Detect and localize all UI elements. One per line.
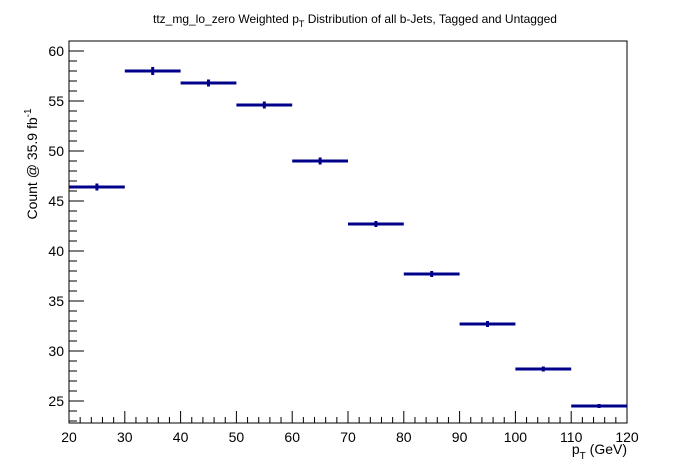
x-tick-label: 100: [504, 429, 528, 445]
y-tick-label: 45: [48, 193, 64, 209]
x-tick-label: 30: [117, 429, 133, 445]
data-point: [515, 366, 572, 372]
x-tick-label: 120: [615, 429, 639, 445]
y-tick-label: 35: [48, 293, 64, 309]
data-series: [69, 67, 627, 408]
data-point: [180, 79, 237, 87]
x-tick-label: 70: [340, 429, 356, 445]
y-tick-label: 40: [48, 243, 64, 259]
x-tick-label: 80: [396, 429, 412, 445]
data-point: [236, 101, 293, 109]
x-tick-label: 60: [284, 429, 300, 445]
y-axis: 25 30 35 40 45 50 55 60: [48, 40, 84, 422]
x-tick-label: 40: [173, 429, 189, 445]
x-axis-label: pT (GeV): [572, 441, 627, 462]
y-tick-label: 30: [48, 343, 64, 359]
plot-frame: [68, 40, 628, 424]
data-point: [459, 321, 516, 327]
data-point: [292, 157, 348, 165]
plot-border: [68, 40, 628, 424]
x-tick-label: 20: [61, 429, 77, 445]
y-tick-label: 50: [48, 143, 64, 159]
y-axis-label: Count @ 35.9 fb-1: [23, 108, 40, 220]
x-tick-label: 110: [560, 429, 583, 445]
x-tick-label: 50: [229, 429, 245, 445]
data-point: [571, 404, 627, 408]
data-point: [348, 221, 404, 227]
data-point: [403, 271, 460, 277]
y-tick-label: 55: [48, 93, 64, 109]
x-axis: 20 30 40 50 60 70 80 90 100 110 120: [61, 411, 639, 445]
y-tick-label: 25: [48, 393, 64, 409]
chart-title: ttz_mg_lo_zero Weighted pT Distribution …: [153, 12, 557, 29]
y-tick-label: 60: [48, 43, 64, 59]
data-point: [124, 67, 181, 75]
x-tick-label: 90: [452, 429, 468, 445]
data-point: [69, 183, 125, 191]
